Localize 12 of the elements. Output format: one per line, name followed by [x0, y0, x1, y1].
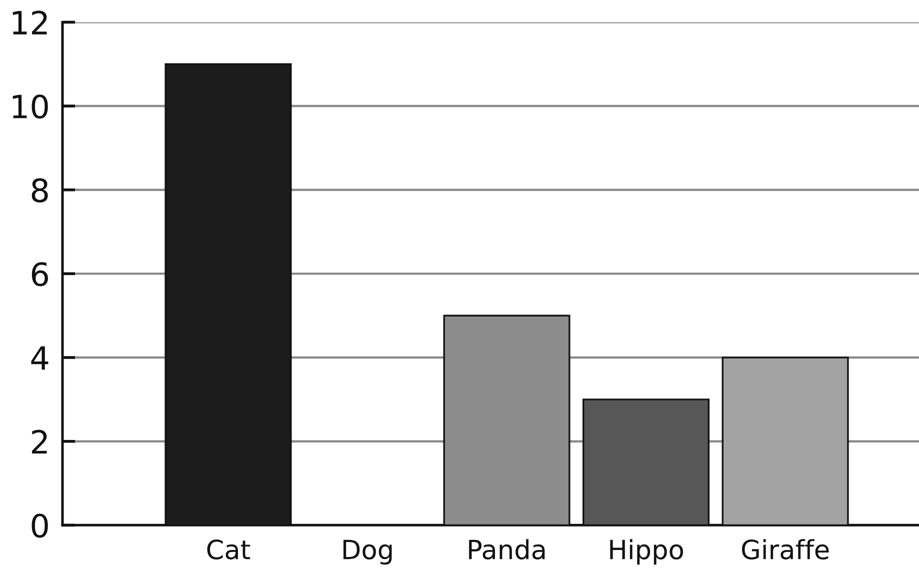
- x-tick-label: Giraffe: [742, 539, 829, 560]
- y-tick-label: 2: [32, 430, 47, 454]
- x-tick-label: Cat: [207, 540, 250, 560]
- x-tick-label: Hippo: [610, 539, 683, 565]
- y-tick-label: 8: [32, 178, 48, 202]
- y-tick-label: 4: [31, 346, 48, 370]
- x-tick-label: Dog: [343, 540, 392, 565]
- y-tick-label: 6: [32, 262, 48, 286]
- y-tick-label: 10: [12, 94, 48, 119]
- y-tick-label: 0: [32, 514, 48, 538]
- x-tick-label: Panda: [469, 539, 545, 560]
- y-tick-label: 12: [12, 10, 47, 34]
